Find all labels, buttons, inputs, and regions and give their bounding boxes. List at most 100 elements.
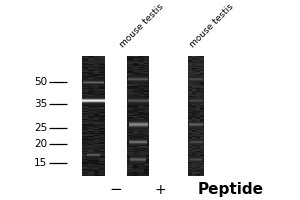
Bar <box>88 124 94 125</box>
Bar <box>94 128 99 129</box>
Bar <box>133 156 138 157</box>
Bar <box>133 155 138 156</box>
Bar <box>94 120 99 121</box>
Bar <box>94 155 99 156</box>
Bar <box>200 113 204 114</box>
Bar <box>127 174 133 175</box>
Bar <box>138 83 144 84</box>
Bar <box>99 109 105 110</box>
Bar <box>192 139 196 140</box>
Bar <box>99 127 105 128</box>
Bar <box>192 168 196 169</box>
Bar <box>188 81 192 82</box>
Bar <box>144 171 149 172</box>
Bar <box>188 155 192 156</box>
Bar <box>94 101 99 102</box>
Bar <box>138 167 144 168</box>
Bar <box>88 148 94 149</box>
Bar <box>196 111 200 112</box>
Bar <box>88 158 94 159</box>
Bar <box>144 153 149 154</box>
Bar <box>196 137 200 138</box>
Bar <box>94 104 99 105</box>
Bar <box>196 78 200 79</box>
Bar <box>144 71 149 72</box>
Bar <box>88 118 94 119</box>
Bar <box>82 151 88 152</box>
Bar <box>144 118 149 119</box>
Bar <box>82 57 88 58</box>
Bar <box>200 107 204 108</box>
Bar <box>99 61 105 62</box>
Bar <box>82 97 88 98</box>
Bar <box>133 144 138 145</box>
Bar <box>192 171 196 172</box>
Bar <box>188 100 192 101</box>
Bar <box>200 122 204 123</box>
Bar <box>188 156 192 157</box>
Bar <box>196 171 200 172</box>
Bar <box>192 145 196 146</box>
Bar <box>88 60 94 61</box>
Bar <box>196 138 200 139</box>
Bar <box>127 134 133 135</box>
Bar <box>94 169 99 170</box>
Bar <box>192 115 196 116</box>
Bar <box>99 85 105 86</box>
Bar <box>127 122 133 123</box>
Bar <box>127 120 133 121</box>
Bar <box>127 140 133 141</box>
Bar <box>188 95 192 96</box>
Bar <box>192 143 196 144</box>
Bar <box>94 130 99 131</box>
Bar <box>82 58 88 59</box>
Bar <box>99 82 105 83</box>
Bar <box>127 82 133 83</box>
Bar <box>94 133 99 134</box>
Bar <box>88 56 94 57</box>
Bar <box>99 89 105 90</box>
Bar <box>94 99 99 100</box>
Bar <box>200 145 204 146</box>
Bar <box>133 113 138 114</box>
Bar <box>196 85 200 86</box>
Bar <box>196 173 200 174</box>
Bar <box>144 57 149 58</box>
Bar <box>94 148 99 149</box>
Bar <box>200 139 204 140</box>
Bar <box>138 170 144 171</box>
Bar <box>94 134 99 135</box>
Bar <box>144 162 149 163</box>
Bar <box>99 91 105 92</box>
Bar <box>138 166 144 167</box>
Bar <box>94 108 99 109</box>
Bar <box>133 91 138 92</box>
Bar <box>144 116 149 117</box>
Bar <box>196 163 200 164</box>
Bar <box>192 169 196 170</box>
Bar <box>196 93 200 94</box>
Bar <box>144 79 149 80</box>
Bar <box>188 65 192 66</box>
Bar <box>133 120 138 121</box>
Bar <box>94 146 99 147</box>
Bar <box>99 175 105 176</box>
Bar <box>99 86 105 87</box>
Bar <box>133 111 138 112</box>
Bar <box>82 146 88 147</box>
Bar <box>99 159 105 160</box>
Bar <box>138 159 144 160</box>
Bar <box>133 72 138 73</box>
Bar <box>94 170 99 171</box>
Bar <box>200 160 204 161</box>
Bar <box>200 56 204 57</box>
Bar <box>88 73 94 74</box>
Bar <box>144 159 149 160</box>
Bar <box>127 77 133 78</box>
Bar <box>88 175 94 176</box>
Bar <box>99 99 105 100</box>
Bar <box>82 108 88 109</box>
Bar <box>138 128 144 129</box>
Bar <box>144 124 149 125</box>
Bar <box>200 92 204 93</box>
